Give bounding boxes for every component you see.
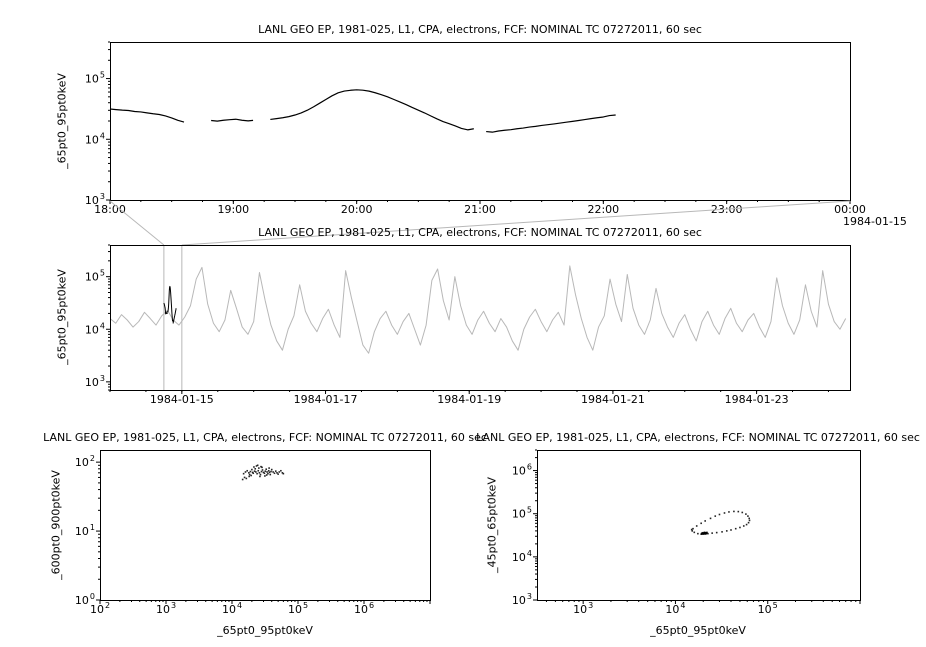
panel3-title: LANL GEO EP, 1981-025, L1, CPA, electron… [43, 431, 487, 444]
panel3-ylabel: _600pt0_900pt0keV [49, 470, 63, 580]
panel1-ylabel: _65pt0_95pt0keV [55, 73, 69, 169]
panel2-title: LANL GEO EP, 1981-025, L1, CPA, electron… [258, 226, 702, 239]
panel4-xlabel: _65pt0_95pt0keV [650, 624, 746, 637]
panel2-ylabel: _65pt0_95pt0keV [55, 269, 69, 365]
panel3-xlabel: _65pt0_95pt0keV [217, 624, 313, 637]
panel4-title: LANL GEO EP, 1981-025, L1, CPA, electron… [476, 431, 920, 444]
panel1-date-label: 1984-01-15 [843, 215, 907, 228]
panel1-title: LANL GEO EP, 1981-025, L1, CPA, electron… [258, 23, 702, 36]
panel4-ylabel: _45pt0_65pt0keV [485, 477, 499, 573]
